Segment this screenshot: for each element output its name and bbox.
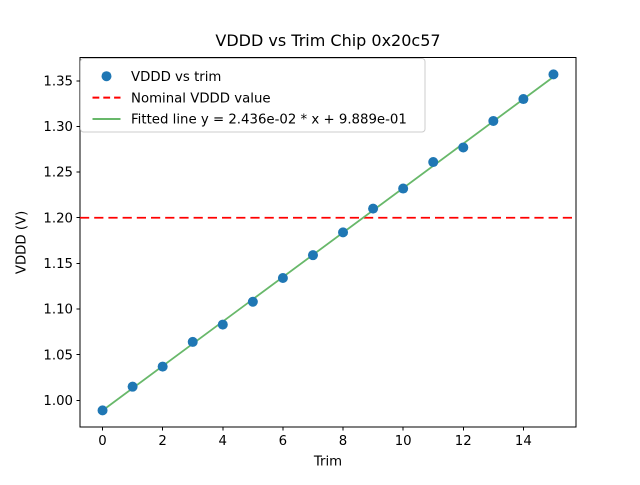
legend-box	[80, 58, 426, 133]
x-tick-label: 2	[158, 434, 166, 449]
y-axis-label: VDDD (V)	[15, 211, 30, 275]
data-point	[488, 115, 499, 126]
data-point	[458, 142, 469, 153]
data-point	[97, 405, 108, 416]
data-point	[428, 157, 439, 168]
y-tick-label: 1.25	[43, 166, 73, 181]
x-tick-label: 14	[515, 434, 532, 449]
y-tick-label: 1.30	[43, 120, 73, 135]
y-tick-label: 1.05	[43, 348, 73, 363]
x-tick-label: 0	[98, 434, 106, 449]
data-point	[518, 94, 529, 105]
x-tick-label: 10	[395, 434, 412, 449]
y-tick-label: 1.35	[43, 74, 73, 89]
x-tick-label: 12	[455, 434, 472, 449]
data-point	[307, 250, 318, 261]
plot-frame	[79, 57, 577, 428]
data-point	[368, 203, 379, 214]
x-tick-label: 4	[219, 434, 227, 449]
data-point	[398, 183, 409, 194]
y-tick-label: 1.10	[43, 303, 73, 318]
fitted-line	[102, 76, 554, 412]
data-point	[187, 336, 198, 347]
y-tick-label: 1.00	[43, 394, 73, 409]
legend-label-nominal: Nominal VDDD value	[131, 91, 271, 106]
x-tick-label: 6	[279, 434, 287, 449]
legend-label-fitted: Fitted line y = 2.436e-02 * x + 9.889e-0…	[131, 113, 407, 128]
x-axis-label: Trim	[313, 455, 342, 470]
y-tick-label: 1.20	[43, 211, 73, 226]
data-point	[127, 381, 138, 392]
data-point	[157, 361, 168, 372]
legend-label-scatter: VDDD vs trim	[131, 70, 221, 85]
data-point	[217, 319, 228, 330]
chart-title: VDDD vs Trim Chip 0x20c57	[215, 31, 440, 50]
data-point	[247, 296, 258, 307]
data-point	[338, 227, 349, 238]
data-point	[548, 69, 559, 80]
y-tick-label: 1.15	[43, 257, 73, 272]
legend-marker-dot	[101, 71, 112, 82]
x-tick-label: 8	[339, 434, 347, 449]
data-point	[277, 273, 288, 284]
